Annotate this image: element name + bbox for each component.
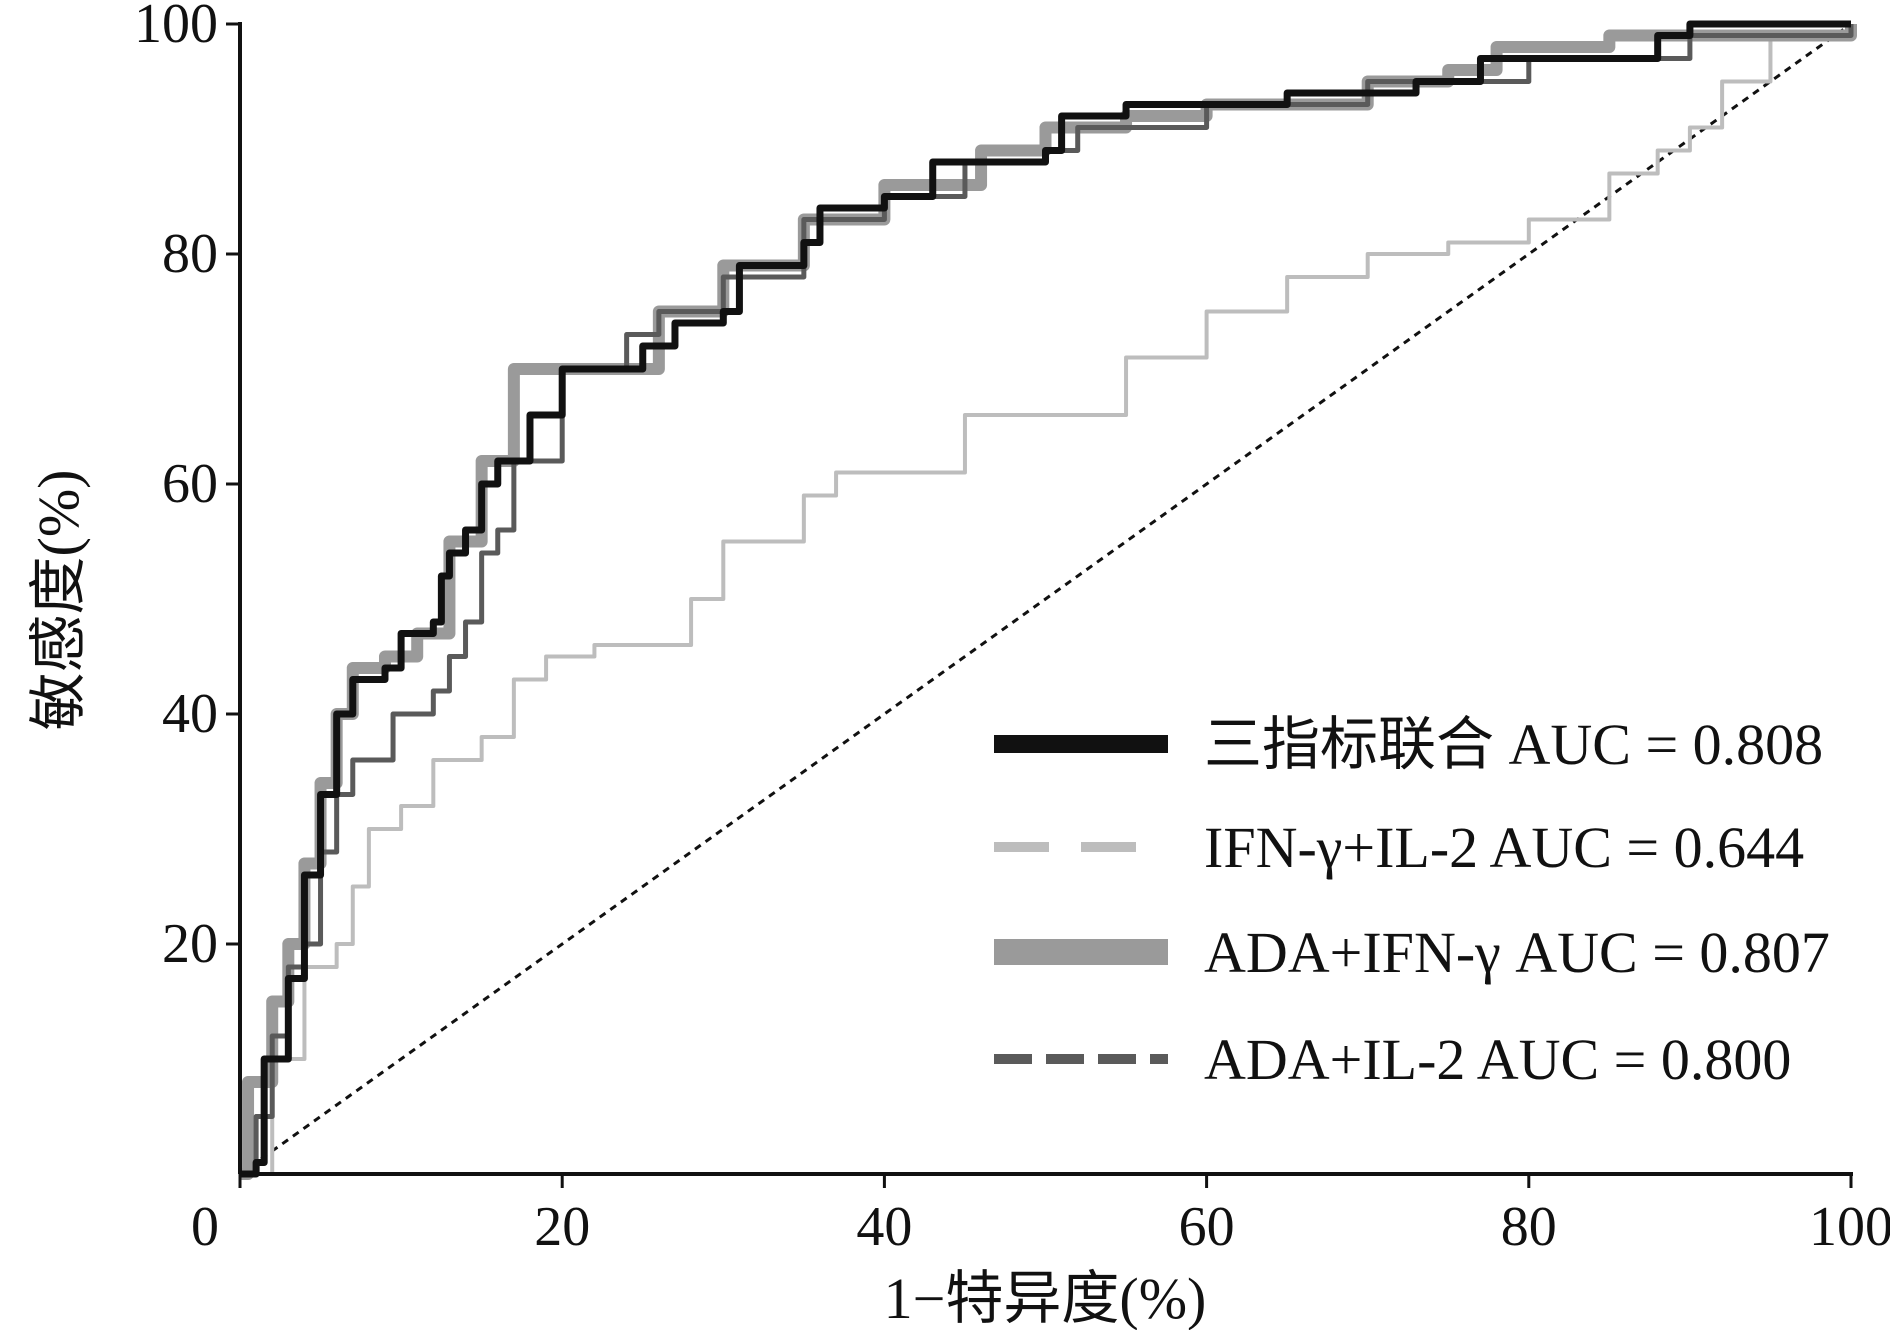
legend-label-2: ADA+IFN-γ AUC = 0.807	[1204, 920, 1830, 985]
reference-diagonal	[239, 22, 1852, 1176]
series-line-1	[240, 24, 1853, 1176]
x-tick-label: 20	[534, 1196, 590, 1258]
x-tick-label: 60	[1179, 1196, 1235, 1258]
y-tick-label: 20	[162, 913, 218, 975]
legend-label-3: ADA+IL-2 AUC = 0.800	[1204, 1027, 1791, 1092]
x-axis-label: 1−特异度(%)	[884, 1266, 1207, 1330]
y-tick-label: 40	[162, 683, 218, 745]
y-axis-label: 敏感度(%)	[26, 470, 91, 731]
x-tick-label: 0	[191, 1196, 219, 1258]
y-tick-label: 60	[162, 453, 218, 515]
legend-label-0: 三指标联合 AUC = 0.808	[1204, 712, 1823, 777]
x-tick-label: 100	[1809, 1196, 1890, 1258]
series-line-0	[240, 20, 1851, 1178]
legend-label-1: IFN-γ+IL-2 AUC = 0.644	[1204, 815, 1804, 880]
x-tick-label: 40	[856, 1196, 912, 1258]
x-tick-label: 80	[1501, 1196, 1557, 1258]
y-tick-label: 100	[134, 0, 218, 55]
legend: 三指标联合 AUC = 0.808 IFN-γ+IL-2 AUC = 0.644 A…	[994, 712, 1830, 1092]
plot-area	[239, 20, 1857, 1180]
y-tick-label: 80	[162, 223, 218, 285]
axes: 0 20 40 60 80 100 20 40 60 80 100	[134, 0, 1890, 1258]
